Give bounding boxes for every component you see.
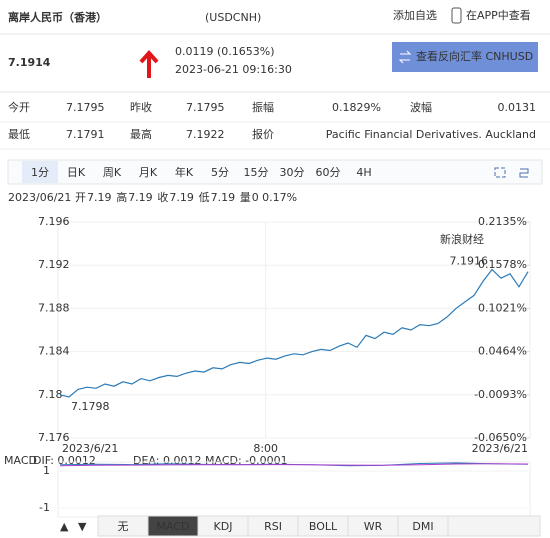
ohlc-label: 低	[199, 191, 210, 204]
y-tick-label: 7.192	[38, 258, 70, 271]
indicator-label: BOLL	[309, 520, 338, 533]
phone-icon	[451, 7, 462, 24]
price-line	[59, 268, 529, 398]
ohlc-value: 7.19	[211, 191, 236, 204]
indicator-label: RSI	[264, 520, 282, 533]
tab[interactable]: 月K	[139, 166, 158, 179]
swap-icon	[398, 50, 412, 64]
stat-label: 今开	[8, 100, 30, 114]
stat-label: 波幅	[410, 101, 432, 114]
change: 0.0119 (0.1653%)	[175, 45, 275, 58]
tab[interactable]: 60分	[316, 166, 341, 179]
scroll-right[interactable]: ▼	[78, 520, 87, 533]
stat-value: 7.1922	[186, 128, 225, 141]
high-label: 7.1916	[450, 255, 489, 268]
x-label: 2023/6/21	[472, 442, 528, 455]
open-app[interactable]: 在APP中查看	[466, 8, 531, 22]
ohlc-label: 高	[116, 190, 127, 204]
ohlc-value: 0	[252, 191, 259, 204]
tab-bar	[7, 159, 543, 185]
x-label: 2023/6/21	[62, 442, 118, 455]
stat-value: 7.1795	[66, 101, 105, 114]
y-tick-label: 7.176	[38, 431, 70, 444]
macd-label: MACD	[4, 454, 37, 467]
stat-value: Pacific Financial Derivatives. Auckland	[326, 128, 536, 141]
macd-frame	[57, 461, 531, 518]
ohlc-date: 2023/06/21	[8, 191, 71, 204]
y2-tick-label: 0.1021%	[478, 301, 527, 314]
title: 离岸人民币（香港）	[8, 10, 107, 24]
active-tab	[22, 161, 58, 183]
stat-label: 振幅	[252, 100, 274, 114]
tab[interactable]: 15分	[244, 166, 269, 179]
ohlc-label: 开	[75, 191, 86, 204]
macd-tick-label: -1	[39, 501, 50, 514]
macd-tick-label: 1	[43, 464, 50, 477]
ohlc-value: 7.19	[128, 191, 153, 204]
add-watch[interactable]: 添加自选	[393, 8, 437, 22]
tab[interactable]: 周K	[103, 166, 122, 179]
tab[interactable]: 4H	[356, 166, 371, 179]
macd-line	[59, 463, 529, 467]
indicator-label: MACD	[157, 520, 190, 533]
ohlc-label: 收	[157, 190, 168, 204]
time: 2023-06-21 09:16:30	[175, 63, 292, 76]
tab[interactable]: 5分	[211, 166, 229, 179]
ohlc-value: 7.19	[87, 191, 112, 204]
macd-value: MACD: -0.0001	[205, 454, 288, 467]
tab[interactable]: 年K	[175, 165, 194, 179]
y2-tick-label: -0.0650%	[474, 431, 527, 444]
indicator-label: DMI	[412, 520, 433, 533]
stat-label: 昨收	[130, 100, 152, 114]
stat-value: 0.1829%	[332, 101, 381, 114]
reverse-label: 查看反向汇率 CNHUSD	[416, 49, 533, 63]
y-tick-label: 7.188	[38, 301, 70, 314]
scroll-left[interactable]: ▲	[60, 520, 69, 533]
y2-tick-label: 0.2135%	[478, 215, 527, 228]
low-label: 7.1798	[71, 400, 110, 413]
fullscreen-icon[interactable]	[494, 167, 506, 178]
stat-label: 报价	[252, 127, 274, 141]
indicator-label: WR	[364, 520, 383, 533]
settings-icon[interactable]	[519, 168, 529, 178]
indicator-label: KDJ	[214, 520, 233, 533]
stat-value: 0.0131	[498, 101, 537, 114]
code: (USDCNH)	[205, 11, 261, 24]
ohlc-label: 量	[240, 191, 251, 204]
tab[interactable]: 1分	[31, 166, 49, 179]
macd-dif: DIF: 0.0012	[33, 454, 96, 467]
ohlc-value: 7.19	[169, 191, 194, 204]
watermark: 新浪财经	[440, 232, 484, 246]
stat-value: 7.1791	[66, 128, 105, 141]
reverse-button[interactable]	[392, 42, 538, 72]
y-tick-label: 7.184	[38, 345, 70, 358]
y2-tick-label: 0.0464%	[478, 345, 527, 358]
y-tick-label: 7.18	[38, 388, 63, 401]
stat-label: 最低	[8, 128, 30, 141]
ohlc-pct: 0.17%	[262, 191, 297, 204]
stat-value: 7.1795	[186, 101, 225, 114]
y2-tick-label: 0.1578%	[478, 258, 527, 271]
x-label: 8:00	[253, 442, 278, 455]
indicator-filler	[447, 515, 541, 537]
y-tick-label: 7.196	[38, 215, 70, 228]
price: 7.1914	[8, 56, 51, 69]
indicator-label: 无	[118, 520, 129, 533]
tab[interactable]: 30分	[280, 166, 305, 179]
up-arrow	[139, 49, 159, 78]
y2-tick-label: -0.0093%	[474, 388, 527, 401]
tab[interactable]: 日K	[67, 166, 86, 179]
stat-label: 最高	[130, 127, 152, 141]
